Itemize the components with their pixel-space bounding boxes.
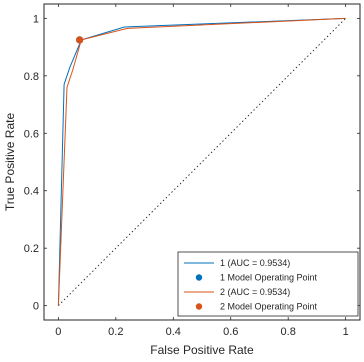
plot-area <box>43 3 361 321</box>
y-axis-ticks: 0 0.2 0.4 0.6 0.8 1 <box>24 13 360 313</box>
legend-entry-label: 1 (AUC = 0.9534) <box>220 258 290 268</box>
legend-dot-swatch <box>195 303 203 310</box>
operating-point-2 <box>76 36 84 44</box>
y-tick-label: 0.8 <box>24 71 39 83</box>
x-tick-label: 0.8 <box>281 326 296 338</box>
x-tick-label: 0 <box>55 326 61 338</box>
y-tick-label: 0.2 <box>24 243 39 255</box>
x-axis-label: False Positive Rate <box>150 343 254 357</box>
legend-entry-label: 1 Model Operating Point <box>220 273 318 283</box>
y-axis-label: True Positive Rate <box>3 113 17 212</box>
legend: 1 (AUC = 0.9534) 1 Model Operating Point 2… <box>177 251 359 317</box>
y-tick-label: 1 <box>33 13 39 25</box>
x-tick-label: 0.6 <box>223 326 238 338</box>
x-axis-ticks: 0 0.2 0.4 0.6 0.8 1 <box>55 4 349 338</box>
legend-items: 1 (AUC = 0.9534) 1 Model Operating Point 2… <box>184 258 318 312</box>
x-tick-label: 0.2 <box>108 326 123 338</box>
y-tick-label: 0 <box>33 301 39 313</box>
y-tick-label: 0.6 <box>24 128 39 140</box>
x-tick-label: 1 <box>343 326 349 338</box>
legend-entry-label: 2 (AUC = 0.9534) <box>220 287 290 297</box>
legend-entry-label: 2 Model Operating Point <box>220 302 318 312</box>
series-line-2 <box>57 17 346 306</box>
axes-box <box>43 3 361 321</box>
x-tick-label: 0.4 <box>166 326 181 338</box>
series-line-1 <box>57 17 346 306</box>
y-tick-label: 0.4 <box>24 186 39 198</box>
legend-dot-swatch <box>195 274 203 281</box>
operating-points-layer <box>76 36 84 44</box>
series-layer <box>57 17 346 306</box>
